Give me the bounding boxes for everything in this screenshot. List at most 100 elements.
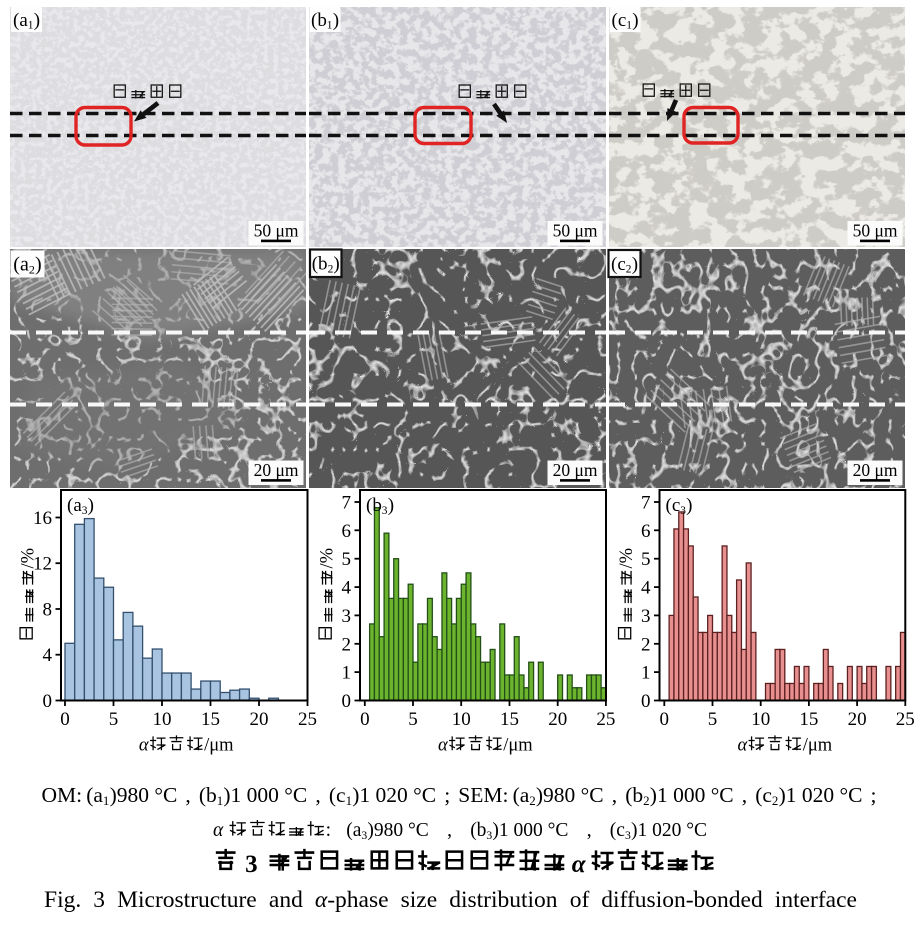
svg-text:): ) bbox=[686, 495, 692, 516]
svg-text:50 μm: 50 μm bbox=[553, 221, 598, 241]
svg-text:SEM:: SEM: bbox=[458, 783, 508, 807]
svg-text:Microstructure: Microstructure bbox=[117, 887, 257, 913]
svg-text:(b: (b bbox=[470, 820, 486, 841]
svg-text:(c: (c bbox=[611, 254, 626, 275]
svg-text:(a: (a bbox=[67, 495, 82, 516]
svg-text:)980 °C: )980 °C bbox=[536, 783, 604, 807]
svg-text:3: 3 bbox=[486, 829, 492, 842]
svg-text:)980 °C: )980 °C bbox=[367, 820, 428, 841]
svg-text:3: 3 bbox=[342, 606, 352, 627]
svg-text:1: 1 bbox=[28, 20, 34, 32]
svg-text:(a: (a bbox=[13, 254, 29, 276]
svg-text:): ) bbox=[34, 10, 40, 31]
svg-text:,: , bbox=[742, 783, 747, 807]
svg-text:(a: (a bbox=[13, 10, 28, 31]
svg-text:(a: (a bbox=[513, 783, 530, 807]
svg-text:3: 3 bbox=[82, 505, 88, 517]
svg-text:,: , bbox=[612, 783, 617, 807]
svg-text:diffusion-bonded: diffusion-bonded bbox=[601, 887, 763, 913]
svg-text:7: 7 bbox=[342, 493, 352, 514]
svg-text:(b: (b bbox=[311, 10, 327, 31]
svg-text:interface: interface bbox=[775, 887, 857, 913]
svg-text:3: 3 bbox=[361, 829, 367, 842]
svg-text:5: 5 bbox=[408, 709, 418, 730]
svg-text:α: α bbox=[438, 736, 449, 756]
svg-text:(b: (b bbox=[312, 254, 328, 275]
svg-text:/μm: /μm bbox=[803, 736, 833, 756]
svg-text:α: α bbox=[315, 887, 328, 913]
svg-text:(b: (b bbox=[625, 783, 643, 807]
svg-text:1: 1 bbox=[327, 20, 333, 32]
svg-text:15: 15 bbox=[500, 709, 519, 730]
svg-text:and: and bbox=[269, 887, 303, 913]
svg-text:(c: (c bbox=[610, 820, 625, 841]
svg-text:(c: (c bbox=[755, 783, 772, 807]
svg-text:25: 25 bbox=[896, 709, 915, 730]
svg-text:4: 4 bbox=[43, 645, 53, 666]
svg-text:;: ; bbox=[871, 783, 877, 807]
svg-text:50 μm: 50 μm bbox=[254, 221, 299, 241]
svg-text:8: 8 bbox=[43, 600, 53, 621]
svg-text:)1 020 °C: )1 020 °C bbox=[631, 820, 707, 841]
svg-text:0: 0 bbox=[43, 691, 53, 712]
svg-text:)1 000 °C: )1 000 °C bbox=[650, 783, 734, 807]
svg-text:/μm: /μm bbox=[503, 736, 533, 756]
svg-text::: : bbox=[326, 820, 331, 841]
svg-text:20: 20 bbox=[250, 709, 269, 730]
svg-text:0: 0 bbox=[660, 709, 670, 730]
svg-text:15: 15 bbox=[799, 709, 818, 730]
svg-text:): ) bbox=[632, 254, 638, 275]
svg-text:4: 4 bbox=[342, 578, 352, 599]
svg-text:(c: (c bbox=[329, 783, 346, 807]
svg-text:(c: (c bbox=[666, 495, 681, 516]
svg-text:20 μm: 20 μm bbox=[853, 460, 898, 480]
svg-text:0: 0 bbox=[641, 691, 651, 712]
svg-text:25: 25 bbox=[596, 709, 615, 730]
svg-text:/μm: /μm bbox=[204, 736, 234, 756]
svg-text:15: 15 bbox=[201, 709, 220, 730]
svg-text:2: 2 bbox=[29, 263, 35, 277]
svg-text:Fig.: Fig. bbox=[44, 887, 81, 913]
svg-text:12: 12 bbox=[33, 554, 52, 575]
svg-text:): ) bbox=[388, 495, 394, 516]
svg-text:0: 0 bbox=[342, 691, 352, 712]
svg-text:)1 020 °C: )1 020 °C bbox=[779, 783, 863, 807]
svg-text:2: 2 bbox=[342, 634, 352, 655]
svg-text:)980 °C: )980 °C bbox=[110, 783, 178, 807]
svg-text:10: 10 bbox=[452, 709, 471, 730]
svg-text:(c: (c bbox=[612, 10, 627, 31]
svg-text:2: 2 bbox=[772, 794, 778, 808]
svg-text:,: , bbox=[587, 820, 592, 841]
svg-text:α: α bbox=[738, 736, 749, 756]
svg-text:(b: (b bbox=[199, 783, 217, 807]
svg-text:α: α bbox=[572, 851, 587, 878]
svg-text:3: 3 bbox=[680, 505, 686, 517]
svg-text:/%: /% bbox=[19, 548, 39, 569]
svg-text:(a: (a bbox=[346, 820, 361, 841]
svg-text:5: 5 bbox=[342, 549, 352, 570]
svg-text:1: 1 bbox=[626, 20, 632, 32]
svg-text:OM:: OM: bbox=[42, 783, 83, 807]
svg-text:of: of bbox=[570, 887, 590, 913]
svg-text:6: 6 bbox=[641, 521, 651, 542]
svg-text:3: 3 bbox=[382, 505, 388, 517]
svg-text:2: 2 bbox=[643, 794, 649, 808]
svg-text:)1 020 °C: )1 020 °C bbox=[352, 783, 436, 807]
svg-text:10: 10 bbox=[153, 709, 172, 730]
svg-text:/%: /% bbox=[617, 548, 637, 569]
svg-text:): ) bbox=[632, 10, 638, 31]
svg-text:3: 3 bbox=[641, 606, 651, 627]
svg-text:16: 16 bbox=[33, 508, 52, 529]
svg-text:distribution: distribution bbox=[449, 887, 558, 913]
svg-text:): ) bbox=[333, 254, 339, 275]
svg-text:)1 000 °C: )1 000 °C bbox=[223, 783, 307, 807]
svg-text:7: 7 bbox=[641, 493, 651, 514]
svg-text:α: α bbox=[139, 736, 150, 756]
svg-text:4: 4 bbox=[641, 578, 651, 599]
svg-text:5: 5 bbox=[109, 709, 119, 730]
svg-text:size: size bbox=[401, 887, 438, 913]
svg-text:2: 2 bbox=[641, 634, 651, 655]
svg-text:1: 1 bbox=[641, 663, 651, 684]
svg-text:20: 20 bbox=[548, 709, 567, 730]
svg-text:-phase: -phase bbox=[327, 887, 388, 913]
